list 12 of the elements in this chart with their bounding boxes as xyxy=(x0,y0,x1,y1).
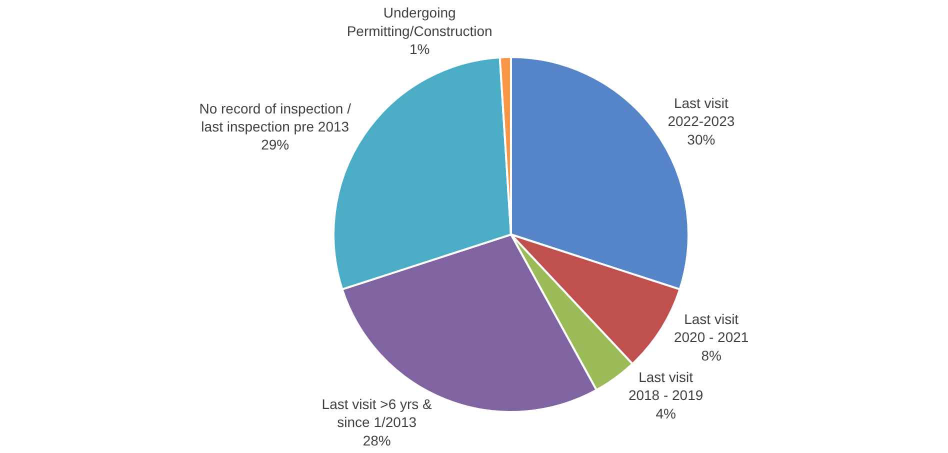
data-label: 8% xyxy=(701,347,722,364)
data-label: 29% xyxy=(261,136,290,153)
data-label: 4% xyxy=(656,405,676,422)
slice-label: Last visit 2022-2023 xyxy=(668,94,735,130)
slice-label: No record of inspection / last inspection pre 2013 xyxy=(199,100,352,134)
slice-label: Undergoing Permitting/Construction xyxy=(346,4,492,39)
data-label: 1% xyxy=(409,41,430,58)
data-label: 30% xyxy=(687,131,716,148)
slice-label: Last visit >6 yrs & since 1/2013 xyxy=(322,396,433,430)
slice-label: Last visit 2020 - 2021 xyxy=(674,310,749,346)
slice-label: Last visit 2018 - 2019 xyxy=(628,369,704,404)
data-label: 28% xyxy=(362,432,391,448)
